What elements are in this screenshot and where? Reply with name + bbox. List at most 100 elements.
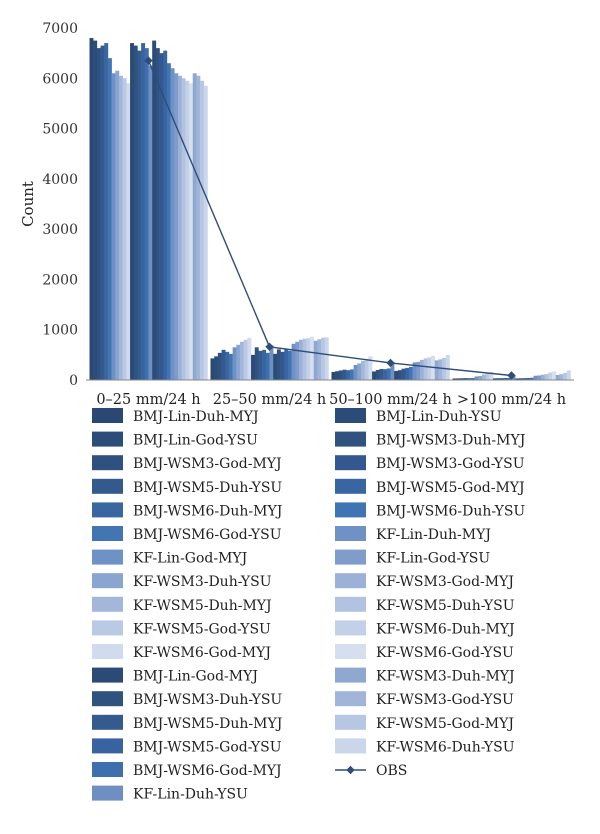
bar-1-0 [210,358,215,380]
bar-0-15 [144,48,149,381]
bar-2-29 [438,359,443,380]
y-tick-label-3: 3000 [42,222,78,238]
bar-2-25 [423,358,428,380]
bar-2-31 [445,354,450,380]
legend-label-14: BMJ-WSM5-God-YSU [133,739,282,755]
bar-3-17 [515,378,520,380]
bar-1-1 [214,356,219,380]
legend-swatch-7 [92,573,123,589]
bar-0-28 [192,73,197,380]
bar-3-24 [540,374,545,380]
bar-1-15 [265,352,270,380]
bar-2-11 [372,371,377,380]
bar-0-14 [141,43,146,381]
bar-3-12 [496,378,501,380]
bar-2-28 [434,360,439,380]
bar-1-16 [269,345,274,380]
legend-swatch-17 [335,408,366,423]
legend-swatch-5 [92,526,123,541]
bar-0-6 [111,73,116,380]
bar-2-14 [383,369,388,380]
bar-1-24 [298,339,303,380]
bar-0-29 [196,75,201,381]
bar-0-1 [93,40,98,380]
bar-3-1 [456,378,461,380]
bar-1-5 [228,353,233,380]
bar-1-4 [225,351,230,380]
bar-3-20 [526,377,531,380]
bar-3-26 [548,372,553,380]
bar-0-20 [163,50,168,380]
bar-1-29 [317,339,322,380]
bar-0-16 [148,65,153,381]
legend-swatch-19 [335,455,366,471]
bar-2-20 [405,367,410,380]
y-tick-label-4: 4000 [42,172,78,188]
legend-swatch-27 [335,644,366,659]
bar-1-20 [284,348,289,380]
bar-3-13 [500,378,505,380]
bar-3-18 [518,378,523,380]
bar-0-21 [166,63,171,380]
y-axis-title: Count [19,181,37,227]
bar-2-1 [335,371,340,380]
y-tick-label-2: 2000 [42,272,78,288]
legend-label-17: BMJ-Lin-Duh-YSU [376,409,502,425]
legend-label-31: KF-WSM6-Duh-YSU [376,739,515,755]
bar-2-23 [416,361,421,380]
bar-2-6 [353,364,358,380]
bar-1-21 [287,350,292,380]
legend-swatch-26 [335,620,366,636]
bar-3-30 [563,372,568,380]
bar-1-31 [324,337,329,380]
bar-0-17 [152,40,157,380]
bar-0-26 [185,80,190,381]
bar-3-5 [470,377,475,380]
legend-label-10: KF-WSM6-God-MYJ [133,645,271,661]
legend-swatch-21 [335,502,366,518]
legend-label-16: KF-Lin-Duh-YSU [133,787,248,803]
bar-0-25 [181,78,186,380]
legend-swatch-10 [92,644,123,659]
bar-2-22 [412,362,417,380]
bar-0-31 [203,85,208,380]
bar-0-19 [159,53,164,380]
legend-label-30: KF-WSM5-God-MYJ [376,716,514,732]
bar-1-17 [273,353,278,380]
bar-0-24 [177,75,182,381]
bar-1-22 [291,343,296,380]
legend-label-2: BMJ-WSM3-God-MYJ [133,456,282,472]
legend-label-27: KF-WSM6-God-YSU [376,645,514,661]
bar-0-0 [89,38,94,381]
bar-0-8 [119,75,123,381]
bar-1-6 [232,347,237,380]
bar-0-30 [200,80,205,381]
legend-swatch-12 [92,691,123,707]
bar-3-4 [467,378,472,380]
y-tick-label-7: 7000 [42,21,78,37]
bar-3-19 [522,378,527,380]
legend-label-7: KF-WSM3-Duh-YSU [133,574,272,590]
bar-3-21 [529,377,534,380]
obs-marker-3 [507,371,516,380]
y-tick-label-0: 0 [69,373,78,389]
legend-swatch-15 [92,762,123,777]
bar-3-10 [489,371,494,380]
legend-label-15: BMJ-WSM6-God-MYJ [133,763,282,779]
legend-swatch-11 [92,667,123,683]
bar-0-22 [170,68,175,380]
bar-0-12 [133,45,138,380]
legend-swatch-4 [92,502,123,518]
legend-label-22: KF-Lin-Duh-MYJ [376,527,491,543]
y-tick-label-5: 5000 [42,122,78,138]
legend-swatch-0 [92,408,123,423]
bar-1-7 [236,344,241,380]
bar-3-7 [478,375,483,380]
bar-3-2 [459,378,464,380]
legend-label-3: BMJ-WSM5-Duh-YSU [133,480,282,496]
bar-2-24 [419,359,424,380]
legend-label-9: KF-WSM5-God-YSU [133,621,271,637]
bar-3-16 [511,376,516,380]
bar-1-8 [240,341,244,380]
legend-swatch-3 [92,478,123,494]
